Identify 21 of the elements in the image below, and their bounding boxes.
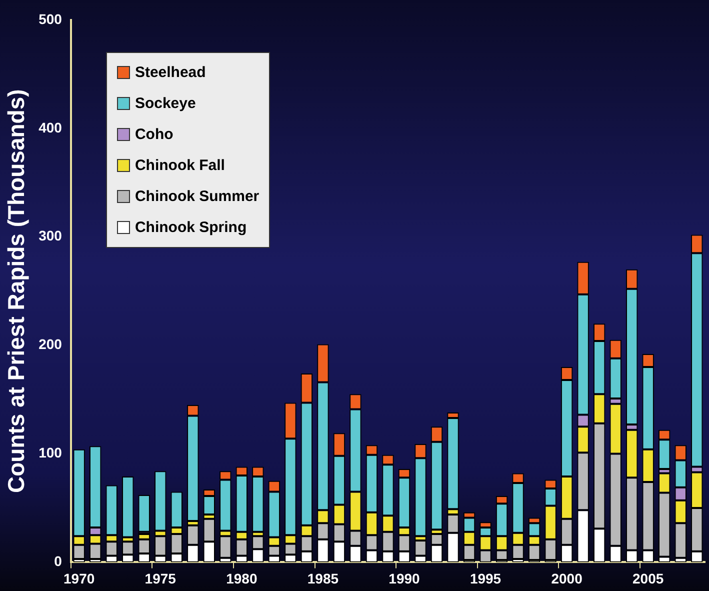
legend-label: Chinook Summer (134, 188, 260, 205)
y-tick-label: 400 (38, 119, 62, 136)
legend-label: Chinook Fall (134, 157, 225, 174)
x-tick-label: 2000 (551, 570, 583, 586)
legend-label: Steelhead (134, 64, 206, 81)
y-tick-label: 200 (38, 336, 62, 352)
x-tick-label: 1975 (144, 570, 176, 586)
x-tick-label: 1995 (470, 570, 502, 586)
y-tick-label: 500 (38, 10, 62, 27)
x-tick-label: 1970 (64, 570, 95, 586)
x-tick-label: 1985 (307, 570, 339, 586)
y-axis-title: Counts at Priest Rapids (Thousands) (3, 89, 30, 494)
legend-label: Sockeye (134, 95, 196, 112)
legend-label: Chinook Spring (134, 219, 247, 236)
y-tick-label: 0 (54, 553, 62, 570)
x-tick-label: 2005 (632, 570, 664, 586)
x-tick-label: 1980 (226, 570, 258, 586)
y-tick-label: 100 (38, 444, 62, 461)
legend-label: Coho (134, 126, 174, 143)
x-tick-label: 1990 (388, 570, 420, 586)
y-tick-label: 300 (38, 228, 62, 244)
